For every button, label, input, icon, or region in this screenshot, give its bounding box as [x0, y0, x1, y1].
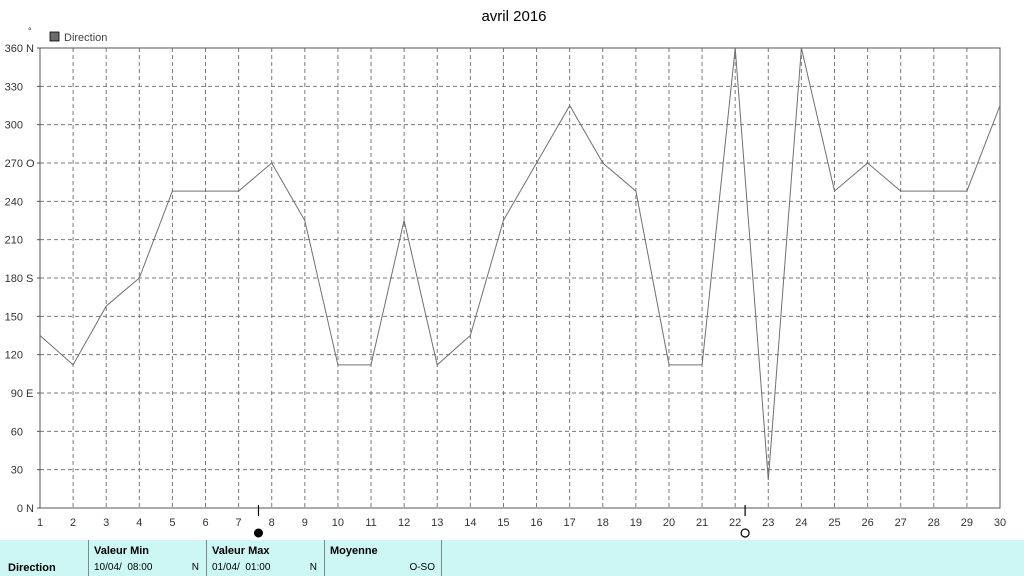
y-tick-label: 330	[5, 81, 23, 93]
x-tick-label: 19	[630, 517, 642, 529]
x-tick-label: 18	[597, 517, 609, 529]
x-tick-label: 11	[365, 517, 376, 529]
x-tick-label: 20	[663, 517, 675, 529]
full-moon-icon	[740, 528, 750, 538]
y-tick-label: 150	[5, 311, 23, 323]
y-tick-direction-label: O	[26, 158, 35, 170]
x-tick-label: 14	[464, 517, 476, 529]
stats-footer: Direction Valeur Min 10/04/ 08:00 N Vale…	[0, 540, 1024, 576]
y-tick-direction-label: N	[26, 43, 34, 55]
x-tick-label: 21	[696, 517, 708, 529]
stats-max-dir: N	[309, 562, 317, 573]
x-tick-label: 7	[236, 517, 242, 529]
y-tick-label: 180	[5, 273, 23, 285]
y-tick-label: 30	[11, 465, 23, 477]
y-tick-direction-label: S	[26, 273, 33, 285]
stats-min-dir: N	[191, 562, 199, 573]
y-tick-label: 300	[5, 120, 23, 132]
y-tick-label: 0	[17, 503, 23, 515]
x-tick-label: 1	[37, 517, 43, 529]
y-tick-label: 210	[5, 235, 23, 247]
y-tick-label: 120	[5, 350, 23, 362]
x-tick-label: 17	[564, 517, 576, 529]
x-tick-label: 2	[70, 517, 76, 529]
stats-avg-value: O-SO	[409, 562, 435, 573]
x-tick-label: 13	[431, 517, 443, 529]
x-tick-label: 8	[269, 517, 275, 529]
series-line-direction	[39, 47, 1001, 480]
stats-min-cell: Valeur Min 10/04/ 08:00 N	[88, 540, 207, 576]
y-tick-label: 240	[5, 196, 23, 208]
x-tick-label: 3	[103, 517, 109, 529]
series-direction	[39, 47, 1001, 480]
stats-avg-header: Moyenne	[330, 545, 378, 557]
grid	[40, 48, 1000, 508]
x-tick-label: 10	[332, 517, 344, 529]
x-tick-label: 12	[398, 517, 410, 529]
legend-label: Direction	[64, 32, 107, 44]
y-tick-label: 90	[11, 388, 23, 400]
x-tick-label: 26	[861, 517, 873, 529]
x-tick-label: 24	[795, 517, 807, 529]
stats-row-label: Direction	[8, 562, 56, 574]
y-tick-label: 270	[5, 158, 23, 170]
x-tick-label: 9	[302, 517, 308, 529]
x-tick-label: 16	[530, 517, 542, 529]
stats-avg-cell: Moyenne O-SO	[324, 540, 442, 576]
moon-markers	[253, 505, 750, 538]
x-tick-label: 4	[136, 517, 142, 529]
plot-frame	[39, 47, 1001, 509]
x-tick-label: 15	[497, 517, 509, 529]
stats-min-date: 10/04/ 08:00	[94, 562, 153, 573]
stats-max-cell: Valeur Max 01/04/ 01:00 N	[206, 540, 325, 576]
y-axis-unit-label: °	[28, 26, 32, 36]
x-tick-label: 23	[762, 517, 774, 529]
x-tick-label: 27	[895, 517, 907, 529]
y-tick-label: 60	[11, 426, 23, 438]
y-tick-direction-label: E	[26, 388, 33, 400]
legend-swatch	[49, 31, 60, 42]
y-tick-label: 360	[5, 43, 23, 55]
x-tick-label: 30	[994, 517, 1006, 529]
new-moon-icon	[253, 528, 263, 538]
x-tick-label: 6	[202, 517, 208, 529]
stats-max-header: Valeur Max	[212, 545, 270, 557]
x-axis: 1 2 3 4 5 6 7 8 9 10 11 12 13 14 15 16 17 18 19 20 21 22 23 24 2…	[37, 517, 1006, 529]
x-tick-label: 28	[928, 517, 940, 529]
x-tick-label: 5	[169, 517, 175, 529]
x-tick-label: 29	[961, 517, 973, 529]
x-tick-label: 25	[828, 517, 840, 529]
stats-min-header: Valeur Min	[94, 545, 150, 557]
y-tick-direction-label: N	[26, 503, 34, 515]
chart-title: avril 2016	[481, 8, 546, 25]
x-tick-label: 22	[729, 517, 741, 529]
stats-max-date: 01/04/ 01:00	[212, 562, 271, 573]
